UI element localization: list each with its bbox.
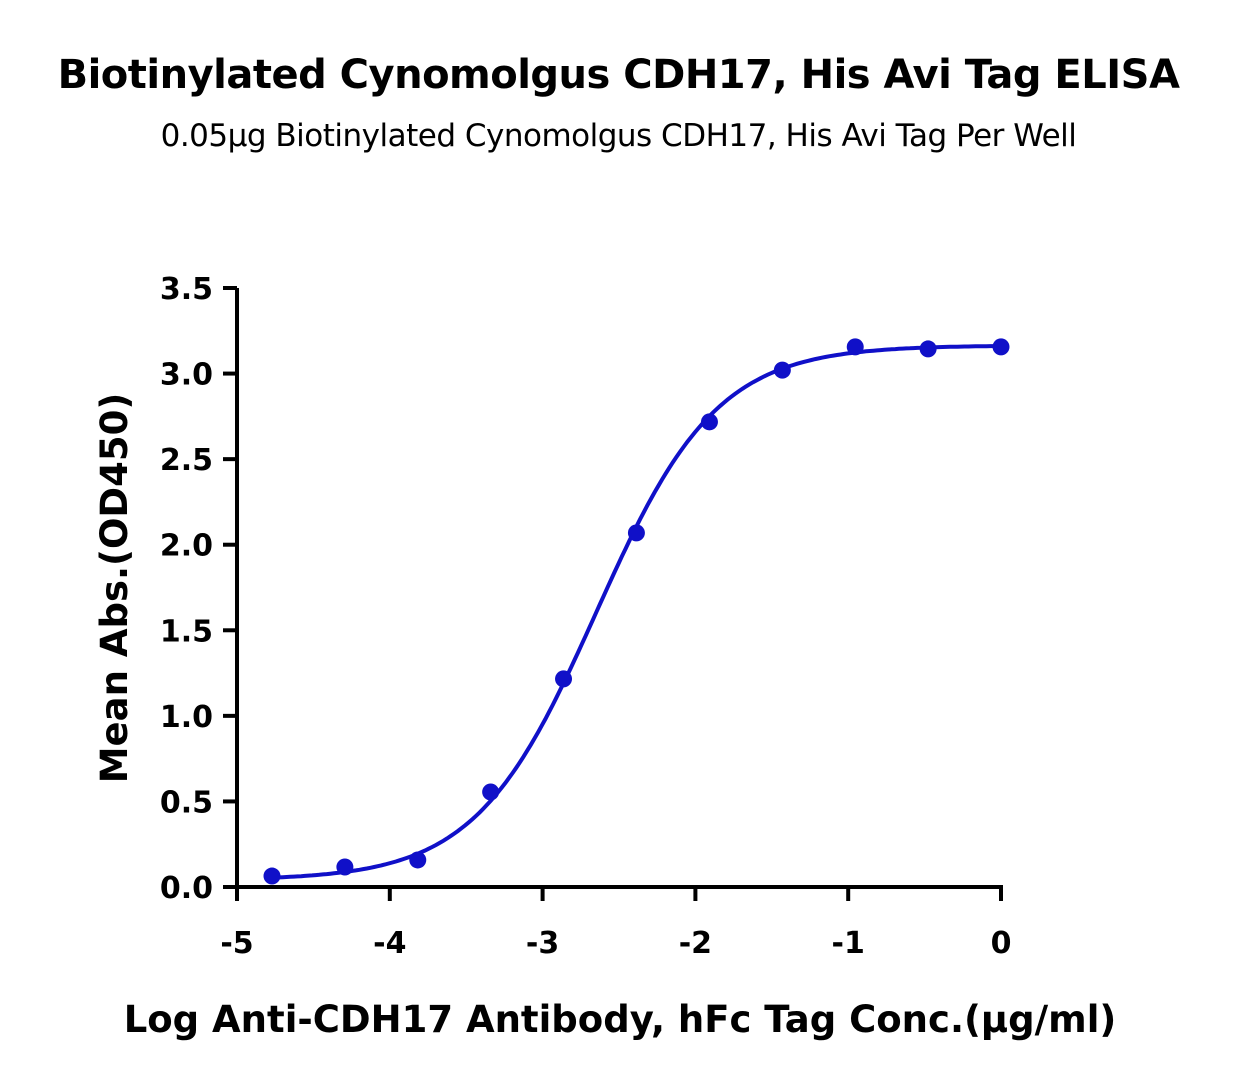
y-tick-label: 2.0 — [160, 529, 213, 564]
y-tick-label: 1.0 — [160, 700, 213, 735]
chart-title: Biotinylated Cynomolgus CDH17, His Avi T… — [57, 52, 1180, 98]
data-point — [482, 783, 500, 801]
x-tick-label: -5 — [220, 926, 253, 961]
y-tick-label: 1.5 — [160, 614, 213, 649]
data-point — [846, 338, 864, 356]
y-tick-label: 0.0 — [160, 871, 213, 906]
x-tick-label: 0 — [991, 926, 1012, 961]
x-tick-label: -2 — [679, 926, 712, 961]
data-point — [409, 851, 427, 869]
y-tick-label: 2.5 — [160, 443, 213, 478]
data-point — [919, 340, 937, 358]
x-axis-label: Log Anti-CDH17 Antibody, hFc Tag Conc.(μ… — [124, 998, 1117, 1041]
data-point — [336, 858, 354, 876]
x-tick-label: -3 — [526, 926, 559, 961]
data-point — [263, 867, 281, 885]
x-tick-label: -4 — [373, 926, 406, 961]
chart-subtitle: 0.05μg Biotinylated Cynomolgus CDH17, Hi… — [160, 118, 1077, 154]
fit-curve — [271, 344, 1001, 880]
y-axis-label: Mean Abs.(OD450) — [93, 393, 136, 784]
data-point — [773, 361, 791, 379]
x-tick-label: -1 — [832, 926, 865, 961]
data-point — [627, 524, 645, 542]
y-tick-label: 3.0 — [160, 358, 213, 393]
data-point — [992, 338, 1010, 356]
y-tick-label: 0.5 — [160, 785, 213, 820]
y-tick-label: 3.5 — [160, 272, 213, 307]
data-point — [700, 413, 718, 431]
data-point — [555, 670, 573, 688]
